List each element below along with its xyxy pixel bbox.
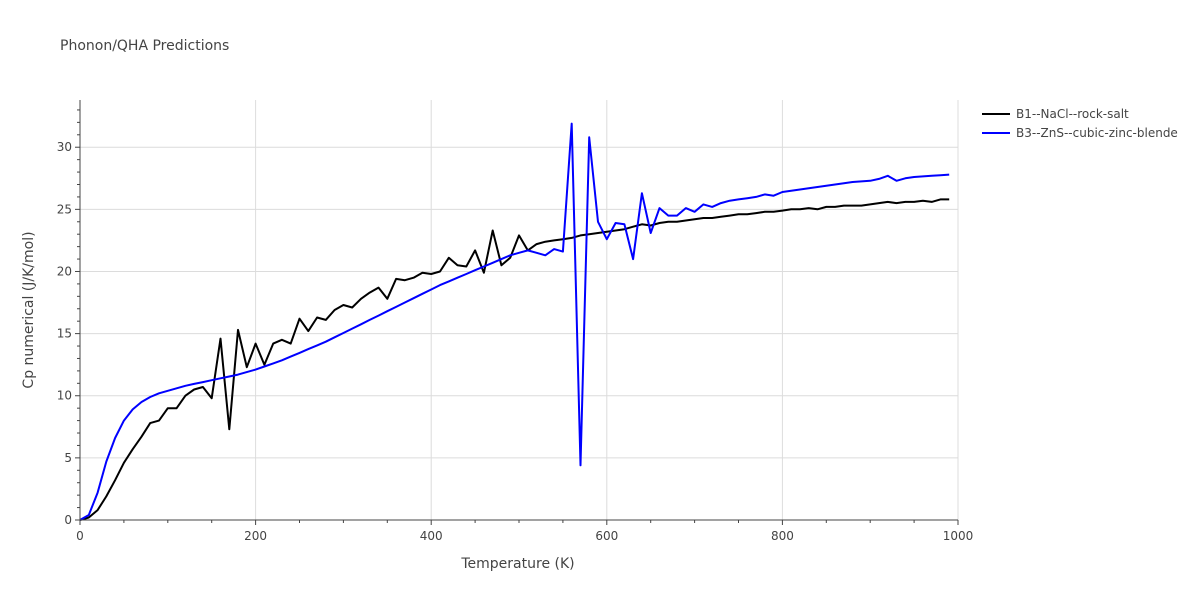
legend: B1--NaCl--rock-salt B3--ZnS--cubic-zinc-b… bbox=[982, 107, 1178, 140]
y-tick-label: 25 bbox=[57, 202, 72, 216]
y-tick-label: 20 bbox=[57, 264, 72, 278]
y-tick-label: 15 bbox=[57, 327, 72, 341]
grid bbox=[80, 100, 959, 520]
x-tick-label: 800 bbox=[771, 529, 794, 543]
legend-label-2: B3--ZnS--cubic-zinc-blende bbox=[1016, 126, 1178, 140]
y-tick-label: 5 bbox=[64, 451, 72, 465]
legend-label-1: B1--NaCl--rock-salt bbox=[1016, 107, 1129, 121]
y-tick-label: 0 bbox=[64, 513, 72, 527]
x-tick-label: 1000 bbox=[943, 529, 974, 543]
series-line-1 bbox=[79, 198, 950, 521]
y-axis-title: Cp numerical (J/K/mol) bbox=[21, 231, 37, 388]
axes: 0 200 400 600 800 1000 0 5 10 15 20 25 30 bbox=[57, 100, 974, 543]
x-axis-title: Temperature (K) bbox=[460, 556, 574, 572]
series-line-2 bbox=[79, 122, 950, 521]
y-tick-label: 10 bbox=[57, 389, 72, 403]
plot-area bbox=[79, 122, 950, 521]
x-tick-label: 600 bbox=[595, 529, 618, 543]
y-tick-label: 30 bbox=[57, 140, 72, 154]
chart-title: Phonon/QHA Predictions bbox=[60, 38, 229, 54]
x-tick-label: 0 bbox=[76, 529, 84, 543]
x-tick-label: 200 bbox=[244, 529, 267, 543]
x-tick-label: 400 bbox=[420, 529, 443, 543]
